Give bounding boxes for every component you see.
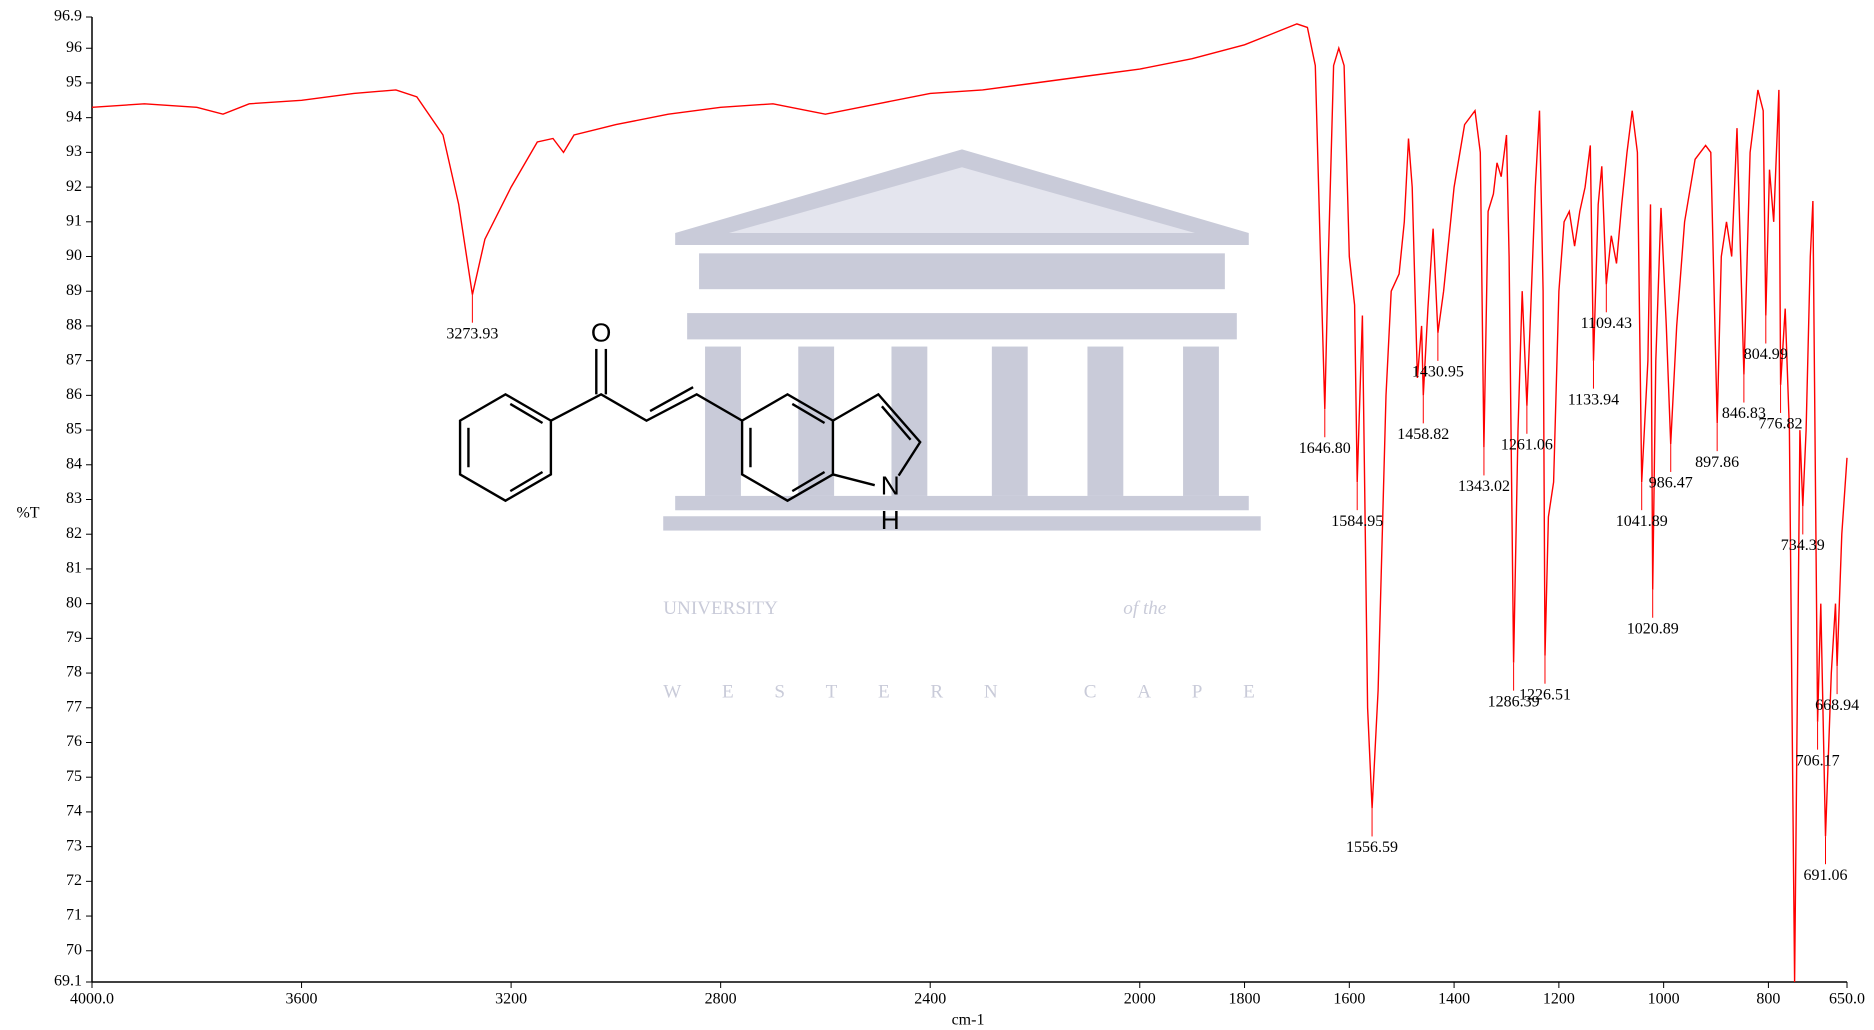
architrave [687,313,1237,340]
peak-label: 1430.95 [1412,364,1464,381]
y-tick-label: 73 [66,837,82,854]
y-tick-label: 78 [66,664,82,681]
peak-label: 1458.82 [1397,426,1449,443]
bond [458,392,553,503]
x-tick-label: 800 [1756,991,1780,1008]
y-tick-label: 91 [66,212,82,229]
x-tick-label: 1800 [1229,991,1261,1008]
peak-label: 1109.43 [1581,315,1632,332]
column [891,346,928,496]
y-tick-label: 88 [66,317,82,334]
y-tick-label: 95 [66,74,82,91]
y-tick-label: 89 [66,282,82,299]
peak-label: 1041.89 [1616,513,1668,530]
y-tick-label: 75 [66,768,82,785]
peak-label: 1261.06 [1501,436,1553,453]
x-tick-label: 2400 [914,991,946,1008]
y-tick-label: 74 [66,803,82,820]
y-tick-label: 86 [66,386,82,403]
watermark-text: WESTERN CAPE [663,681,1255,702]
watermark-text: of the [1123,598,1167,619]
peak-label: 986.47 [1649,475,1693,492]
peak-label: 804.99 [1744,346,1788,363]
peak-label: 1020.89 [1627,620,1679,637]
y-tick-label: 70 [66,941,82,958]
peak-label: 706.17 [1796,752,1840,769]
y-tick-label: 92 [66,178,82,195]
bond [832,473,876,487]
peak-label: 1133.94 [1568,391,1619,408]
step [675,495,1249,511]
y-tick-label: 96.9 [54,8,82,25]
step [663,516,1261,531]
bond [509,470,544,493]
column [1183,346,1219,496]
atom-label: O [591,318,611,348]
peak-label: 1584.95 [1331,513,1383,530]
y-tick-label: 85 [66,421,82,438]
bond [791,402,826,425]
bond [649,386,694,413]
peak-label: 1226.51 [1519,686,1571,703]
column [798,346,835,496]
x-tick-label: 2000 [1124,991,1156,1008]
peak-label: 1286.39 [1488,693,1540,710]
x-tick-label: 3600 [286,991,318,1008]
x-tick-label: 1600 [1333,991,1365,1008]
watermark: UNIVERSITY of the WESTERN CAPE [663,149,1261,702]
x-tick-label: 650.0 [1829,991,1865,1008]
y-tick-label: 80 [66,594,82,611]
peak-label: 897.86 [1695,454,1739,471]
column [705,346,741,496]
x-tick-label: 1400 [1438,991,1470,1008]
y-tick-label: 82 [66,525,82,542]
y-tick-label: 83 [66,490,82,507]
spectrum-line [91,23,1848,983]
y-tick-label: 94 [66,108,82,125]
x-tick-label: 4000.0 [70,991,114,1008]
column [1087,346,1124,496]
peak-label: 1343.02 [1458,478,1510,495]
x-tick-label: 2800 [705,991,737,1008]
peak-label: 3273.93 [446,325,498,342]
x-tick-label: 3200 [495,991,527,1008]
peak-label: 734.39 [1781,537,1825,554]
y-tick-label: 93 [66,143,82,160]
bond [550,392,743,423]
peak-label: 1556.59 [1346,839,1398,856]
y-tick-label: 87 [66,351,82,368]
bond [791,470,826,493]
peak-label: 776.82 [1759,416,1803,433]
atom-label: N [881,470,900,500]
frieze [699,253,1225,290]
bond [881,405,912,441]
peak-label: 691.06 [1803,867,1847,884]
watermark-text: UNIVERSITY [663,598,778,619]
y-tick-label: 84 [66,455,82,472]
y-tick-label: 90 [66,247,82,264]
y-tick-label: 79 [66,629,82,646]
y-tick-label: 76 [66,733,82,750]
y-tick-label: 81 [66,560,82,577]
y-tick-label: 72 [66,872,82,889]
peak-label: 1646.80 [1299,440,1351,457]
y-tick-label: 96 [66,39,82,56]
x-tick-label: 1000 [1648,991,1680,1008]
structure: O N H [458,318,922,535]
peak-label: 668.94 [1815,697,1859,714]
y-tick-label: 69.1 [54,973,82,990]
peak-label: 846.83 [1722,405,1766,422]
bond [832,392,922,477]
pediment-inner [728,167,1195,234]
x-tick-label: 1200 [1543,991,1575,1008]
y-tick-label: 71 [66,907,82,924]
x-axis-label: cm-1 [952,1012,985,1029]
column [991,346,1028,496]
atom-label: H [881,505,900,535]
bond [509,402,544,425]
y-axis-label: %T [16,505,39,522]
y-tick-label: 77 [66,698,82,715]
